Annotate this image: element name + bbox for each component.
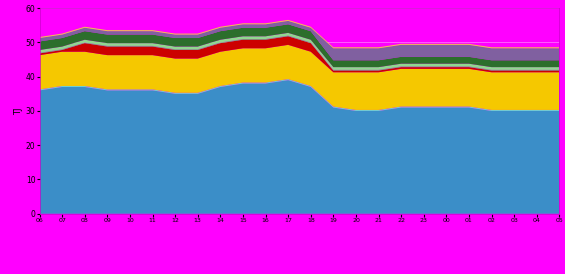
Y-axis label: TJ: TJ: [14, 107, 23, 115]
